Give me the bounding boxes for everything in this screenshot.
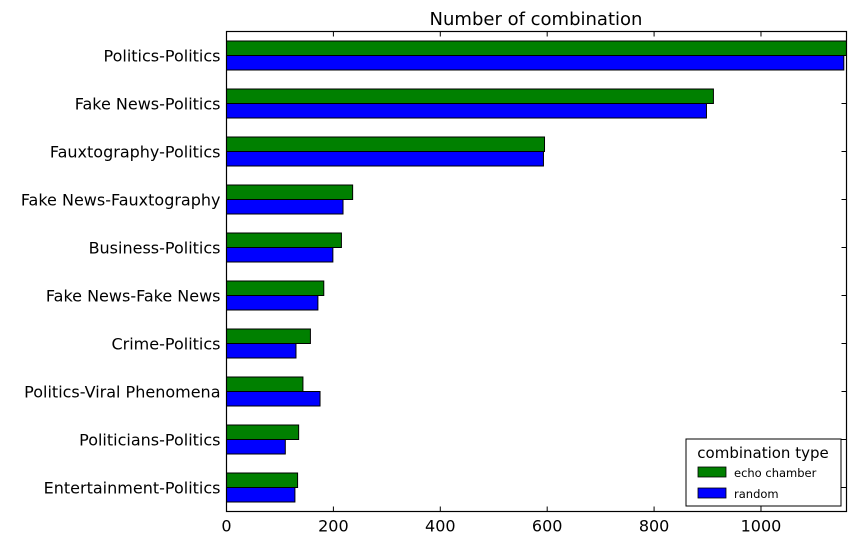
bars-layer xyxy=(226,40,847,503)
legend-swatch-random xyxy=(697,487,727,499)
x-tick-label-0: 0 xyxy=(221,517,231,536)
bar-random-politics-viral-phenomena xyxy=(226,391,321,407)
bar-random-politicians-politics xyxy=(226,439,286,455)
bar-echo-chamber-business-politics xyxy=(226,232,342,248)
bar-echo-chamber-crime-politics xyxy=(226,328,311,344)
y-tick-label-crime-politics: Crime-Politics xyxy=(111,335,220,354)
bar-random-fauxtography-politics xyxy=(226,151,544,167)
bar-random-fake-news-fauxtography xyxy=(226,199,344,215)
bar-random-entertainment-politics xyxy=(226,487,296,503)
bar-echo-chamber-politics-viral-phenomena xyxy=(226,376,304,392)
bar-echo-chamber-politicians-politics xyxy=(226,424,300,440)
bar-echo-chamber-politics-politics xyxy=(226,40,847,56)
y-tick-label-business-politics: Business-Politics xyxy=(89,239,221,258)
bar-echo-chamber-fake-news-fauxtography xyxy=(226,184,354,200)
legend-title: combination type xyxy=(697,444,828,462)
y-tick-label-entertainment-politics: Entertainment-Politics xyxy=(44,479,221,498)
y-tick-label-politics-viral-phenomena: Politics-Viral Phenomena xyxy=(24,383,220,402)
x-tick-label-200: 200 xyxy=(318,517,349,536)
plot-frame xyxy=(225,30,848,513)
bar-random-business-politics xyxy=(226,247,334,263)
legend-swatch-echo-chamber xyxy=(697,466,727,478)
y-tick-label-fake-news-fauxtography: Fake News-Fauxtography xyxy=(21,191,221,210)
y-tick-label-fauxtography-politics: Fauxtography-Politics xyxy=(50,143,221,162)
bar-echo-chamber-entertainment-politics xyxy=(226,472,299,488)
legend-label-echo-chamber: echo chamber xyxy=(734,466,817,480)
y-tick-label-fake-news-fake-news: Fake News-Fake News xyxy=(46,287,221,306)
bar-echo-chamber-fauxtography-politics xyxy=(226,136,546,152)
bar-echo-chamber-fake-news-politics xyxy=(226,88,714,104)
x-tick-label-600: 600 xyxy=(532,517,563,536)
bar-random-politics-politics xyxy=(226,55,845,71)
y-tick-label-fake-news-politics: Fake News-Politics xyxy=(75,95,221,114)
bar-echo-chamber-fake-news-fake-news xyxy=(226,280,325,296)
chart-title: Number of combination xyxy=(430,9,643,30)
bar-random-fake-news-fake-news xyxy=(226,295,319,311)
x-tick-label-800: 800 xyxy=(639,517,670,536)
legend-label-random: random xyxy=(734,487,779,501)
legend: combination type echo chamber random xyxy=(685,438,842,507)
bar-random-fake-news-politics xyxy=(226,103,707,119)
ticks-layer xyxy=(226,31,847,512)
y-tick-label-politics-politics: Politics-Politics xyxy=(104,47,221,66)
x-tick-label-400: 400 xyxy=(425,517,456,536)
bar-random-crime-politics xyxy=(226,343,297,359)
labels-layer: Politics-Politics Fake News-Politics Fauxt… xyxy=(21,47,782,536)
y-tick-label-politicians-politics: Politicians-Politics xyxy=(79,431,220,450)
x-tick-label-1000: 1000 xyxy=(741,517,782,536)
